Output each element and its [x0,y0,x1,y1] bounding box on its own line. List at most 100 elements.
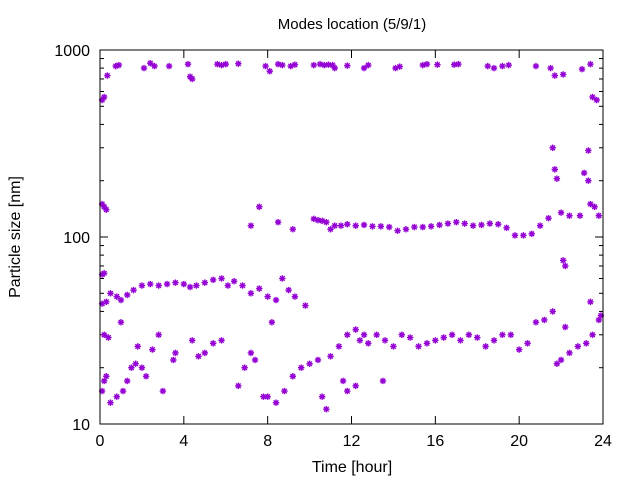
data-point [536,222,544,229]
data-point [107,399,114,406]
data-point [224,282,232,289]
data-point [105,334,112,341]
data-point [503,224,510,231]
data-point [587,298,594,306]
data-point [209,340,217,347]
data-point [402,226,410,233]
data-point [335,343,343,350]
data-point [103,373,110,380]
data-point [396,63,403,70]
data-point [528,230,535,238]
data-point [230,278,238,285]
data-point [541,316,548,324]
data-point [107,290,114,297]
data-point [128,364,135,371]
data-point [262,62,269,70]
data-point [557,356,565,364]
data-point [140,64,148,72]
data-point [291,61,299,68]
data-point [239,282,246,289]
data-point [344,387,351,395]
data-point [566,212,573,219]
y-tick-label: 1000 [54,43,90,60]
data-point [247,290,255,297]
data-point [281,387,288,395]
data-point [580,169,588,177]
data-point [186,283,194,291]
data-point [209,276,217,284]
data-point [381,337,389,344]
data-point [360,331,368,338]
data-point [585,147,592,154]
data-point [461,220,468,227]
data-point [562,262,569,270]
data-point [352,382,359,390]
data-point [189,75,196,83]
data-point [268,319,276,326]
data-point [545,215,552,222]
data-point [130,286,137,294]
data-point [113,393,120,400]
x-tick-label: 20 [510,433,528,450]
data-point [285,286,292,294]
data-point [193,282,200,289]
data-point [583,340,590,347]
data-point [100,331,108,338]
data-point [142,373,150,380]
data-point [235,60,242,67]
data-point [241,364,248,371]
y-axis-label: Particle size [nm] [7,176,24,298]
data-point [103,298,110,306]
data-point [557,209,565,216]
data-point [398,331,405,338]
data-point [524,340,531,347]
x-tick-label: 24 [594,433,612,450]
chart-title: Modes location (5/9/1) [278,16,426,33]
data-point [218,337,225,344]
data-point [100,270,108,277]
data-point [559,257,567,264]
data-point [352,326,359,333]
data-point [247,222,255,229]
data-point [549,144,556,151]
data-point [323,218,330,226]
data-point [423,60,431,68]
data-point [327,353,334,360]
data-point [578,65,586,73]
data-point [576,212,584,219]
data-point [264,293,271,300]
data-point [585,177,592,184]
data-point [331,64,338,72]
data-point [427,223,435,230]
data-point [344,331,351,338]
data-point [279,61,286,69]
data-point [222,60,229,68]
data-point [591,203,598,211]
data-point [218,61,225,69]
data-point [360,221,368,229]
data-point [310,61,317,69]
data-point [339,377,347,385]
plot-frame [99,49,604,425]
data-point [390,343,397,350]
data-point [331,222,338,229]
data-point [291,293,299,300]
data-point [379,377,387,385]
data-point [306,360,313,367]
data-point [511,232,519,239]
data-point [170,356,177,364]
data-point [272,296,280,304]
data-point [386,223,393,231]
data-point [115,61,123,69]
data-point [165,62,173,70]
data-point [201,279,208,286]
data-point [119,387,127,395]
data-point [318,393,326,400]
data-point [484,62,491,70]
data-point [337,222,345,229]
data-point [373,331,380,338]
data-point [352,222,359,229]
data-point [515,346,523,353]
data-point [507,331,514,338]
data-point [369,223,376,230]
